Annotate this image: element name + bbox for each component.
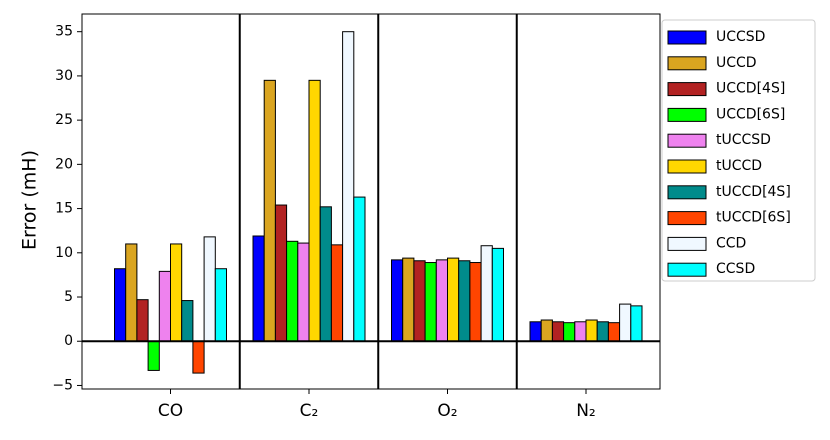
y-tick-label: 5 bbox=[64, 289, 73, 305]
legend-swatch bbox=[667, 82, 707, 97]
legend-label: UCCD[4S] bbox=[716, 81, 785, 97]
bar bbox=[308, 79, 321, 342]
legend-label: UCCD bbox=[716, 55, 757, 71]
bar bbox=[574, 321, 587, 342]
bar bbox=[596, 321, 609, 342]
x-tick-label: C₂ bbox=[300, 401, 319, 421]
bar bbox=[274, 204, 288, 342]
legend-swatch bbox=[667, 211, 707, 226]
bar bbox=[480, 245, 493, 342]
legend-swatch bbox=[667, 30, 707, 45]
legend-label: UCCD[6S] bbox=[716, 106, 785, 122]
x-tick-label: CO bbox=[158, 401, 183, 421]
y-tick-label: 0 bbox=[64, 333, 73, 349]
y-tick-label: 30 bbox=[55, 68, 73, 84]
bar bbox=[252, 235, 265, 342]
bar bbox=[192, 340, 205, 374]
bar bbox=[424, 262, 437, 342]
bar bbox=[170, 243, 183, 342]
bar bbox=[491, 247, 504, 342]
bar bbox=[540, 319, 553, 342]
bar bbox=[136, 299, 149, 342]
legend-label: tUCCD[6S] bbox=[716, 210, 791, 226]
bar bbox=[435, 259, 448, 342]
bar bbox=[630, 305, 643, 342]
y-tick-label: 25 bbox=[55, 112, 73, 128]
bar bbox=[147, 340, 160, 371]
bar bbox=[607, 322, 621, 342]
bar bbox=[458, 260, 471, 342]
bar bbox=[114, 268, 127, 342]
bar bbox=[181, 300, 194, 342]
bar bbox=[286, 240, 299, 342]
legend-swatch bbox=[667, 107, 707, 122]
x-tick-label: N₂ bbox=[576, 401, 596, 421]
legend-swatch bbox=[667, 185, 707, 200]
legend-swatch bbox=[667, 159, 707, 174]
plot-frame bbox=[81, 13, 661, 390]
bar bbox=[402, 257, 415, 342]
bar bbox=[297, 242, 310, 342]
bar bbox=[330, 244, 344, 342]
bar bbox=[203, 236, 216, 342]
legend-swatch bbox=[667, 133, 707, 148]
bar bbox=[413, 260, 426, 342]
bar bbox=[391, 259, 404, 342]
bar bbox=[353, 196, 366, 342]
bar bbox=[469, 262, 482, 342]
y-tick-label: 35 bbox=[55, 24, 73, 40]
bar bbox=[563, 322, 576, 342]
y-tick-label: 15 bbox=[55, 201, 73, 217]
bar bbox=[529, 321, 542, 342]
bar bbox=[319, 206, 332, 342]
bar bbox=[342, 31, 355, 342]
legend-label: tUCCD[4S] bbox=[716, 184, 791, 200]
y-tick-label: 20 bbox=[55, 156, 73, 172]
legend-label: UCCSD bbox=[716, 29, 765, 45]
bar bbox=[551, 321, 565, 342]
y-axis-label: Error (mH) bbox=[19, 150, 41, 250]
legend-swatch bbox=[667, 262, 707, 277]
bar bbox=[263, 79, 276, 342]
y-tick-label: −5 bbox=[52, 377, 73, 393]
bar bbox=[619, 303, 632, 342]
legend-label: CCD bbox=[716, 235, 746, 251]
legend-label: CCSD bbox=[716, 261, 755, 277]
legend-swatch bbox=[667, 236, 707, 251]
legend-label: tUCCD bbox=[716, 158, 762, 174]
bar bbox=[447, 257, 460, 342]
x-tick-label: O₂ bbox=[437, 401, 457, 421]
bar bbox=[585, 319, 598, 342]
bar bbox=[214, 268, 228, 342]
bar bbox=[158, 270, 172, 342]
legend-swatch bbox=[667, 56, 707, 71]
legend-label: tUCCSD bbox=[716, 132, 771, 148]
bar bbox=[125, 243, 138, 342]
y-tick-label: 10 bbox=[55, 245, 73, 261]
